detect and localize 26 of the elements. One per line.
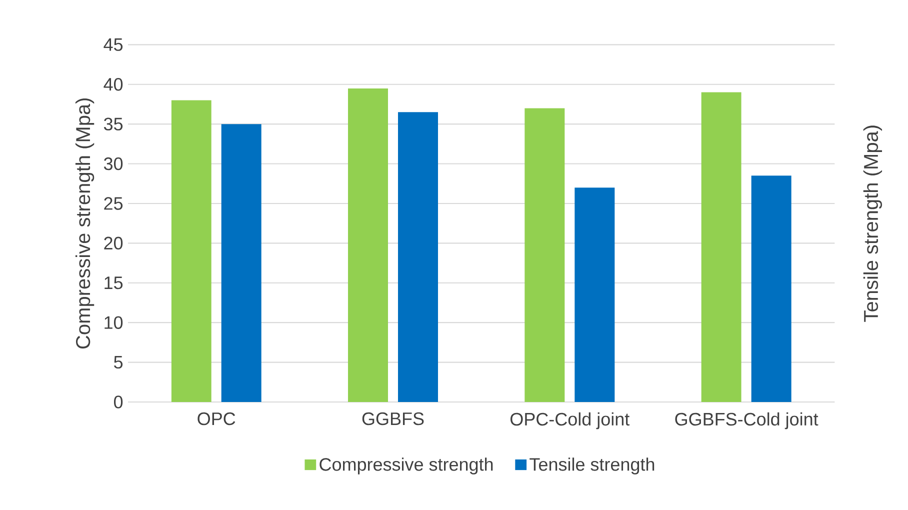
y2-axis-title: Tensile strength (Mpa) bbox=[863, 126, 882, 322]
x-tick-label: GGBFS-Cold joint bbox=[675, 412, 818, 430]
x-tick-label: GGBFS bbox=[362, 412, 424, 426]
legend-label: Tensile strength bbox=[530, 458, 654, 474]
y-tick-label: 25 bbox=[104, 197, 123, 210]
y-axis-title: Compressive strength (Mpa) bbox=[75, 98, 94, 348]
bar bbox=[751, 176, 792, 402]
y-tick-label: 0 bbox=[114, 396, 123, 408]
x-tick-label: OPC-Cold joint bbox=[510, 412, 630, 430]
y-tick-label: 10 bbox=[104, 316, 123, 329]
bar bbox=[398, 112, 438, 402]
bar bbox=[701, 92, 742, 402]
bar bbox=[171, 100, 212, 402]
bar bbox=[574, 188, 615, 402]
y-tick-label: 20 bbox=[104, 236, 123, 250]
y-tick-label: 45 bbox=[104, 38, 123, 51]
y-tick-label: 30 bbox=[104, 157, 123, 170]
y-tick-label: 40 bbox=[104, 78, 123, 91]
bar bbox=[348, 88, 388, 402]
legend-label: Compressive strength bbox=[320, 458, 493, 474]
y-tick-label: 35 bbox=[104, 118, 123, 130]
y-tick-label: 15 bbox=[104, 276, 123, 290]
bar bbox=[221, 124, 262, 402]
bar bbox=[524, 108, 565, 402]
x-tick-label: OPC bbox=[198, 412, 236, 426]
y-tick-label: 5 bbox=[114, 356, 123, 369]
